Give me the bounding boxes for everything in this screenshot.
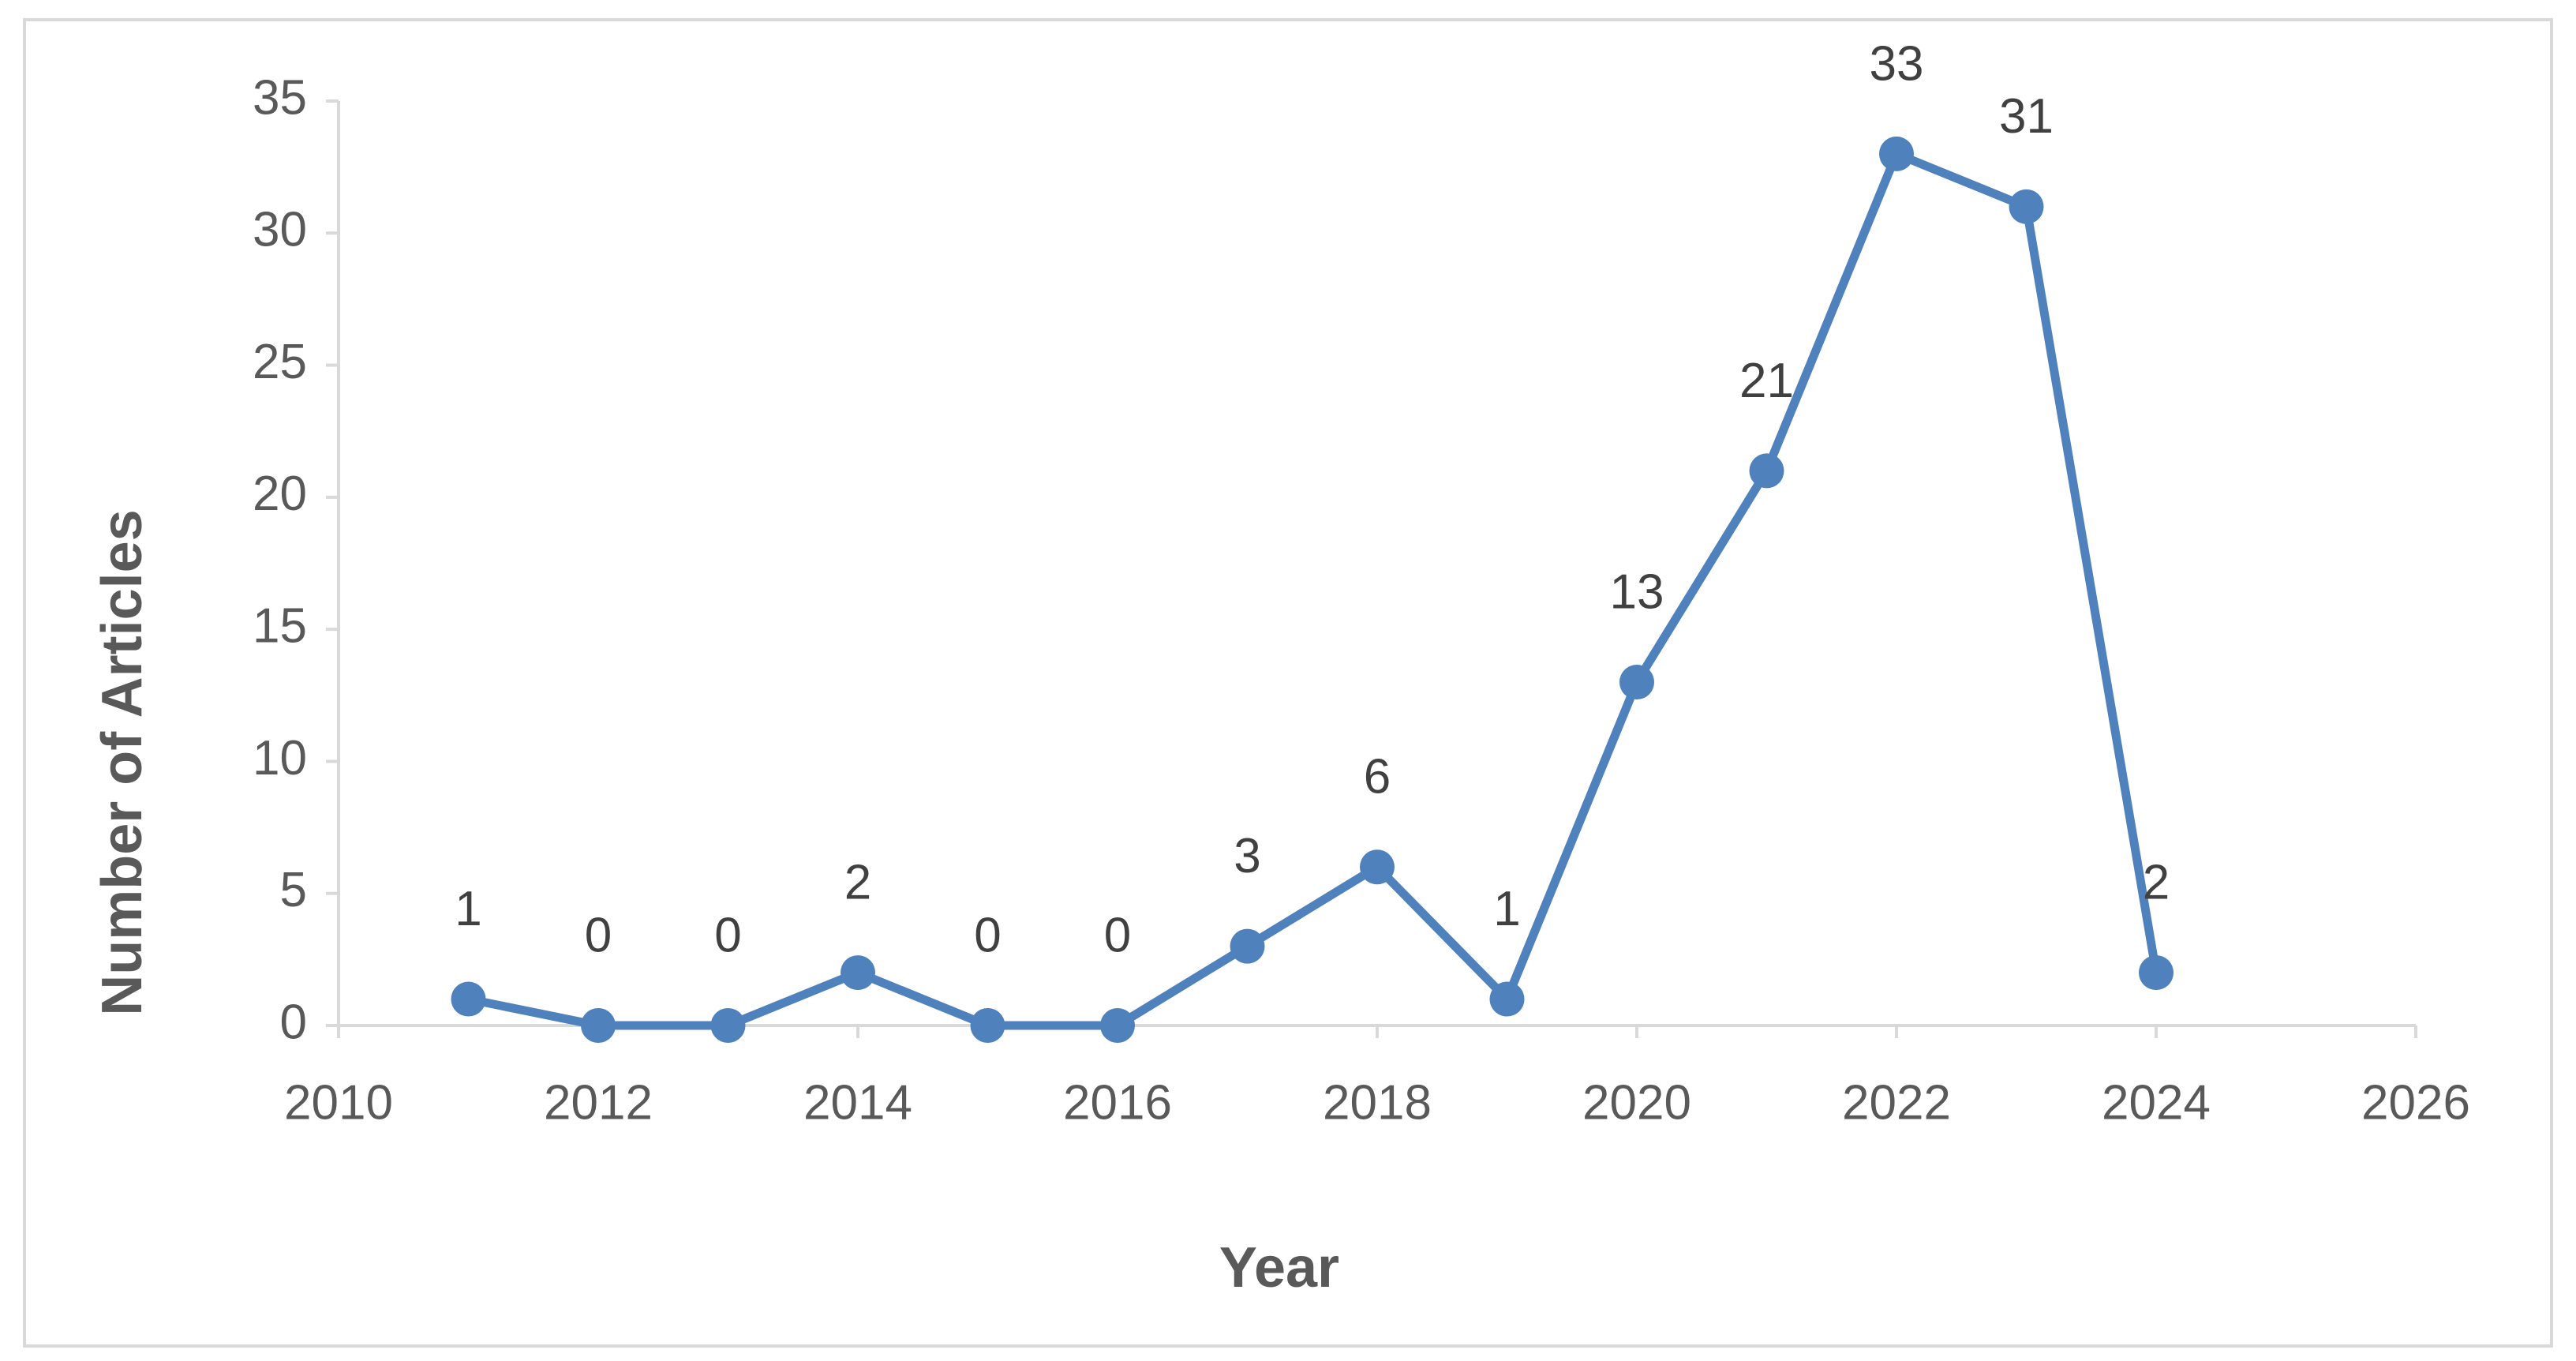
y-tick-label: 10 xyxy=(253,731,307,785)
y-tick-label: 35 xyxy=(253,70,307,125)
data-point xyxy=(2139,955,2174,991)
x-tick-label: 2026 xyxy=(2361,1075,2470,1130)
y-tick-label: 15 xyxy=(253,599,307,654)
data-label: 31 xyxy=(1999,89,2054,144)
data-point xyxy=(970,1008,1005,1043)
x-tick-label: 2024 xyxy=(2102,1075,2211,1130)
x-tick-label: 2016 xyxy=(1063,1075,1172,1130)
data-label: 0 xyxy=(714,908,741,962)
x-tick-label: 2020 xyxy=(1582,1075,1691,1130)
x-tick-label: 2014 xyxy=(803,1075,912,1130)
data-label: 6 xyxy=(1364,750,1391,804)
data-point xyxy=(710,1008,746,1043)
data-point xyxy=(1100,1008,1135,1043)
data-point xyxy=(841,955,875,991)
y-tick-label: 25 xyxy=(253,335,307,389)
x-tick-label: 2012 xyxy=(544,1075,653,1130)
y-axis-title: Number of Articles xyxy=(91,509,154,1015)
x-axis-title: Year xyxy=(1219,1236,1339,1299)
data-line xyxy=(467,149,2161,1030)
chart-border xyxy=(23,18,2553,1348)
data-point xyxy=(1360,849,1395,885)
y-tick-label: 5 xyxy=(280,863,307,917)
data-point xyxy=(2009,189,2044,224)
data-label: 33 xyxy=(1870,36,1924,91)
data-label: 3 xyxy=(1234,829,1260,883)
data-label: 21 xyxy=(1739,354,1794,408)
data-label: 1 xyxy=(455,882,481,936)
data-label: 2 xyxy=(844,855,871,909)
x-tick-label: 2010 xyxy=(284,1075,393,1130)
y-tick-label: 20 xyxy=(253,467,307,521)
x-tick-label: 2022 xyxy=(1842,1075,1951,1130)
y-tick-label: 30 xyxy=(253,203,307,257)
data-label: 1 xyxy=(1493,882,1520,936)
x-tick-label: 2018 xyxy=(1323,1075,1432,1130)
data-point xyxy=(1489,981,1525,1017)
data-point xyxy=(1619,665,1654,700)
data-point xyxy=(1230,928,1265,964)
data-label: 0 xyxy=(585,908,612,962)
data-point xyxy=(1749,453,1784,489)
data-label: 0 xyxy=(1104,908,1131,962)
data-label: 2 xyxy=(2143,855,2170,909)
data-point xyxy=(581,1008,616,1043)
data-label: 13 xyxy=(1610,564,1664,619)
data-label: 0 xyxy=(974,908,1001,962)
y-tick-label: 0 xyxy=(280,995,307,1049)
data-point xyxy=(451,981,486,1017)
data-point xyxy=(1879,136,1914,171)
